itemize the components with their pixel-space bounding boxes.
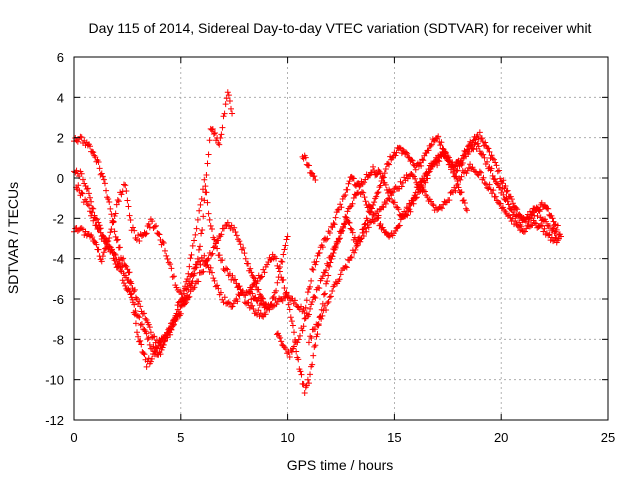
series-markers [273,139,562,360]
plot-frame [73,56,609,421]
x-tick-label: 0 [70,430,77,445]
series-track-8 [299,152,319,184]
y-tick-label: -8 [52,332,64,347]
series-markers [305,161,560,346]
series-markers [73,182,246,350]
x-tick-label: 5 [177,430,184,445]
chart-title: Day 115 of 2014, Sidereal Day-to-day VTE… [89,20,592,36]
x-tick-label: 15 [387,430,401,445]
x-tick-label: 25 [601,430,615,445]
series-markers [299,152,319,184]
tick-labels: 0 5 10 15 20 25 -12 -10 -8 -6 -4 -2 0 2 4 6 [45,50,615,445]
x-tick-label: 20 [494,430,508,445]
y-tick-label: -6 [52,292,64,307]
data-points [71,89,565,396]
series-track-5 [246,133,471,396]
series-track-4 [73,182,246,350]
y-tick-label: 2 [57,131,64,146]
y-tick-label: -10 [45,373,64,388]
y-tick-label: -4 [52,252,64,267]
y-tick-label: -2 [52,211,64,226]
y-tick-label: 0 [57,171,64,186]
y-tick-label: 4 [57,90,64,105]
series-track-9 [305,161,560,346]
y-tick-label: 6 [57,50,64,65]
series-track-7 [273,139,562,360]
series-markers [246,133,471,396]
x-axis-label: GPS time / hours [287,457,394,473]
y-axis-label: SDTVAR / TECUs [5,182,21,294]
axis-ticks [73,56,609,421]
x-tick-label: 10 [280,430,294,445]
y-tick-label: -12 [45,413,64,428]
